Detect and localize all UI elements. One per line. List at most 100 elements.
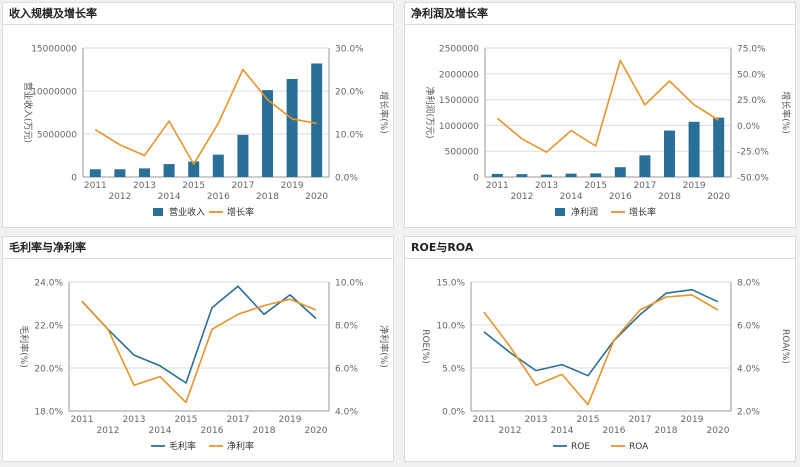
x-tick-label: 2011 — [71, 415, 94, 425]
x-tick-label: 2016 — [201, 426, 224, 436]
y-tick-label: 0 — [473, 174, 479, 184]
y-tick-label: 10.0% — [436, 322, 465, 332]
bar — [286, 78, 298, 177]
y2-tick-label: 6.0% — [335, 365, 358, 375]
y-tick-label: 10000000 — [31, 88, 77, 98]
bar — [565, 173, 577, 177]
x-tick-label: 2020 — [305, 192, 328, 202]
bar — [311, 63, 323, 178]
roe-roa-chart: 0.0% 5.0% 10.0% 15.0% 2.0% 4.0% 6.0% 8.0% ROE(%)… — [420, 279, 790, 453]
x-tick-label: 2011 — [473, 415, 496, 425]
bar — [114, 169, 126, 177]
profit-chart: 0 500000 1000000 1500000 2000000 2500000 -50.0… — [424, 45, 792, 219]
y-tick-label: 1000000 — [439, 122, 479, 132]
x-tick-label: 2014 — [149, 426, 172, 436]
x-tick-label: 2018 — [658, 192, 681, 202]
x-tick-label: 2014 — [158, 192, 181, 202]
margin-chart: 18.0% 20.0% 22.0% 24.0% 4.0% 6.0% 8.0% 10.0% 毛利率… — [18, 279, 390, 453]
y-tick-label: 5.0% — [442, 365, 465, 375]
x-tick-label: 2020 — [305, 426, 328, 436]
x-tick-label: 2012 — [97, 426, 120, 436]
x-tick-label: 2017 — [629, 415, 652, 425]
x-tick-label: 2019 — [279, 415, 302, 425]
chart-title: 收入规模及增长率 — [3, 3, 393, 25]
y-axis-title: 毛利率(%) — [18, 325, 30, 368]
x-tick-label: 2016 — [609, 192, 632, 202]
legend-label: ROE — [571, 442, 590, 452]
legend-swatch — [555, 208, 565, 216]
x-tick-label: 2012 — [499, 426, 522, 436]
roe-roa-chart-panel: ROE与ROA 0.0% 5.0% 10.0% 15.0% 2.0% 4.0% 6.0% 8.… — [404, 236, 796, 462]
bar — [516, 174, 528, 177]
series-line — [81, 298, 317, 404]
series-line — [483, 288, 719, 377]
x-tick-label: 2019 — [681, 415, 704, 425]
x-tick-label: 2013 — [535, 181, 558, 191]
bar — [262, 90, 273, 177]
legend-label: 净利润 — [571, 206, 598, 218]
y2-tick-label: 0.0% — [335, 174, 358, 184]
bar — [664, 130, 675, 177]
x-tick-label: 2017 — [633, 181, 656, 191]
x-tick-label: 2011 — [486, 181, 509, 191]
y2-tick-label: 2.0% — [737, 408, 760, 418]
y2-axis-title: 净利率(%) — [378, 325, 390, 368]
x-tick-label: 2013 — [133, 181, 156, 191]
y2-tick-label: -25.0% — [737, 148, 769, 158]
x-tick-label: 2017 — [227, 415, 250, 425]
x-tick-label: 2016 — [207, 192, 230, 202]
y2-tick-label: 4.0% — [737, 365, 760, 375]
y2-tick-label: -50.0% — [737, 174, 769, 184]
x-tick-label: 2014 — [551, 426, 574, 436]
revenue-chart-panel: 收入规模及增长率 0 5000000 10000000 15000000 0.0% 10.… — [2, 2, 394, 228]
y-tick-label: 22.0% — [34, 322, 63, 332]
chart-title: 净利润及增长率 — [405, 3, 795, 25]
bar — [590, 173, 602, 177]
y-tick-label: 2000000 — [439, 70, 479, 80]
x-tick-label: 2019 — [683, 181, 706, 191]
bar — [491, 173, 503, 177]
bar — [639, 155, 651, 177]
y-axis-title: 营业收入(万元) — [22, 82, 34, 143]
x-tick-label: 2013 — [525, 415, 548, 425]
y2-tick-label: 6.0% — [737, 322, 760, 332]
y2-tick-label: 4.0% — [335, 408, 358, 418]
x-tick-label: 2015 — [584, 181, 607, 191]
x-tick-label: 2018 — [253, 426, 276, 436]
x-tick-label: 2014 — [560, 192, 583, 202]
bar — [139, 168, 150, 177]
y2-tick-label: 75.0% — [737, 45, 766, 55]
y2-tick-label: 25.0% — [737, 96, 766, 106]
margin-chart-panel: 毛利率与净利率 18.0% 20.0% 22.0% 24.0% 4.0% 6.0% 8.0%… — [2, 236, 394, 462]
series-line — [483, 294, 719, 406]
revenue-chart: 0 5000000 10000000 15000000 0.0% 10.0% 20.0% 30… — [22, 45, 390, 219]
y-tick-label: 20.0% — [34, 365, 63, 375]
legend-label: 净利率 — [227, 440, 254, 452]
y-tick-label: 18.0% — [34, 408, 63, 418]
legend-swatch — [153, 208, 163, 216]
y-tick-label: 1500000 — [439, 96, 479, 106]
x-tick-label: 2019 — [281, 181, 304, 191]
y-tick-label: 15000000 — [31, 45, 77, 55]
y2-axis-title: 增长率(%) — [378, 91, 390, 134]
legend-label: 毛利率 — [169, 440, 196, 452]
y2-axis-title: 增长率(%) — [780, 91, 792, 134]
legend-label: ROA — [629, 442, 649, 452]
y-tick-label: 5000000 — [37, 131, 77, 141]
bar — [237, 134, 249, 177]
x-tick-label: 2016 — [603, 426, 626, 436]
y-tick-label: 0.0% — [442, 408, 465, 418]
bar — [163, 164, 175, 177]
y-tick-label: 2500000 — [439, 45, 479, 55]
chart-title: ROE与ROA — [405, 237, 795, 259]
y2-tick-label: 0.0% — [737, 122, 760, 132]
legend-label: 营业收入 — [169, 206, 205, 218]
x-tick-label: 2018 — [256, 192, 279, 202]
y2-tick-label: 30.0% — [335, 45, 364, 55]
bar — [212, 154, 224, 177]
y2-tick-label: 10.0% — [335, 131, 364, 141]
x-tick-label: 2017 — [231, 181, 254, 191]
chart-title: 毛利率与净利率 — [3, 237, 393, 259]
bar — [614, 167, 626, 177]
series-line — [496, 59, 720, 153]
